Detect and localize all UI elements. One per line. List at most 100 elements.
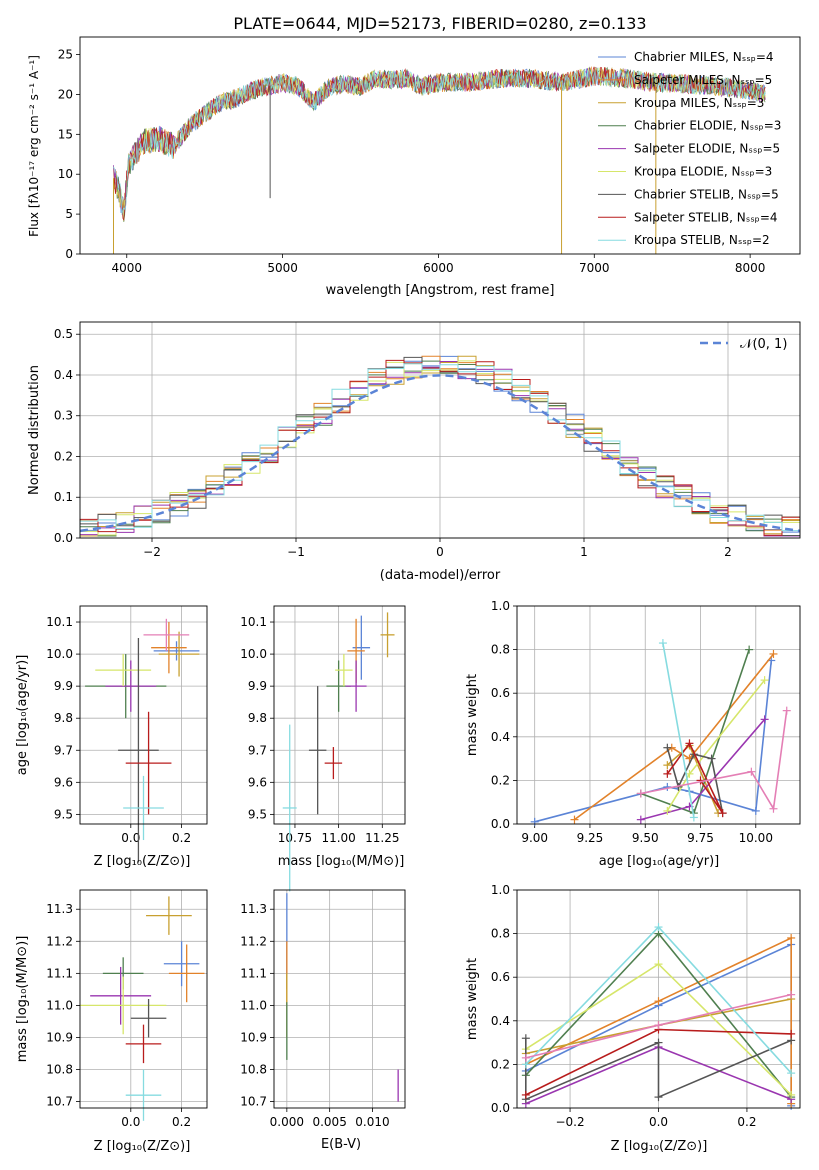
legend-label: Kroupa STELIB, Nₛₛₚ=2 xyxy=(634,233,770,247)
axes-frame xyxy=(273,889,406,1109)
x-tick-label: 0.2 xyxy=(172,831,191,845)
y-tick-label: 0.0 xyxy=(491,1101,510,1115)
x-tick-label: 7000 xyxy=(579,261,610,275)
y-tick-label: 10.9 xyxy=(240,1030,267,1044)
x-tick-label: 10.75 xyxy=(278,831,312,845)
y-tick-label: 0.8 xyxy=(491,643,510,657)
x-tick-label: 2 xyxy=(724,545,732,559)
y-tick-label: 10.1 xyxy=(240,615,267,629)
x-tick-label: 10.00 xyxy=(739,831,773,845)
y-tick-label: 11.2 xyxy=(46,934,73,948)
residuals-xlabel: (data-model)/error xyxy=(380,568,501,583)
age-vs-z-xlabel: Z [log₁₀(Z/Z⊙)] xyxy=(94,854,191,869)
y-tick-label: 0.8 xyxy=(491,927,510,941)
y-tick-label: 0.2 xyxy=(491,773,510,787)
age-vs-z-panel: 0.0 0.2 9.5 9.6 9.7 9.8 9.9 10.0 10.1 Z [log₁₀(Z… xyxy=(15,605,208,869)
y-tick-label: 1.0 xyxy=(491,883,510,897)
x-tick-label: −1 xyxy=(287,545,305,559)
legend-label: Kroupa ELODIE, Nₛₛₚ=3 xyxy=(634,165,772,179)
y-tick-label: 0.4 xyxy=(491,730,510,744)
y-tick-label: 9.7 xyxy=(248,743,267,757)
y-tick-label: 9.5 xyxy=(54,807,73,821)
residuals-ylabel: Normed distribution xyxy=(27,365,42,495)
y-tick-label: 9.5 xyxy=(248,807,267,821)
axes-frame xyxy=(79,321,801,539)
mass-weight-line xyxy=(525,936,792,1104)
x-tick-label: 0.2 xyxy=(737,1115,756,1129)
mass-weight-vs-z-panel: −0.2 0.0 0.2 0.0 0.2 0.4 0.6 0.8 1.0 Z [log₁₀(Z/… xyxy=(465,883,801,1154)
legend-label: Chabrier STELIB, Nₛₛₚ=5 xyxy=(634,187,779,201)
y-tick-label: 0.0 xyxy=(491,817,510,831)
axes-frame xyxy=(516,605,801,825)
legend-label: Salpeter ELODIE, Nₛₛₚ=5 xyxy=(634,142,780,156)
y-tick-label: 9.8 xyxy=(248,711,267,725)
histogram-step xyxy=(79,361,800,538)
mass-weight-vs-age-panel: 9.00 9.25 9.50 9.75 10.000.00.20.40.60.81.0 … xyxy=(465,599,801,869)
y-tick-label: 10.7 xyxy=(46,1095,73,1109)
normal-curve xyxy=(79,374,801,533)
x-tick-label: 0.000 xyxy=(270,1115,304,1129)
spectrum-xlabel: wavelength [Angstrom, rest frame] xyxy=(326,283,555,298)
y-tick-label: 9.6 xyxy=(248,775,267,789)
y-tick-label: 0.2 xyxy=(491,1057,510,1071)
age-vs-mass-xlabel: mass [log₁₀(M/M⊙)] xyxy=(278,854,405,869)
legend-label: Kroupa MILES, Nₛₛₚ=3 xyxy=(634,96,764,110)
x-tick-label: 5000 xyxy=(267,261,298,275)
mass-vs-z-xlabel: Z [log₁₀(Z/Z⊙)] xyxy=(94,1139,191,1154)
y-tick-label: 0.5 xyxy=(54,327,73,341)
x-tick-label: 8000 xyxy=(735,261,766,275)
x-tick-label: −0.2 xyxy=(555,1115,584,1129)
y-tick-label: 10.7 xyxy=(240,1095,267,1109)
y-tick-label: 0.6 xyxy=(491,686,510,700)
legend-label: Chabrier MILES, Nₛₛₚ=4 xyxy=(634,50,774,64)
y-tick-label: 5 xyxy=(65,207,73,221)
x-tick-label: −2 xyxy=(143,545,161,559)
residuals-panel: −2 −1 0 1 2 0.0 0.1 0.2 0.3 0.4 0.5 (data-model)/e… xyxy=(27,321,801,583)
y-tick-label: 9.8 xyxy=(54,711,73,725)
x-tick-label: 11.25 xyxy=(365,831,399,845)
y-tick-label: 11.0 xyxy=(46,998,73,1012)
mass-weight-vs-z-ylabel: mass weight xyxy=(465,958,480,1040)
x-tick-label: 1 xyxy=(580,545,588,559)
axes-frame xyxy=(79,36,801,255)
histogram-step xyxy=(79,363,800,538)
y-tick-label: 10.8 xyxy=(46,1063,73,1077)
x-tick-label: 6000 xyxy=(423,261,454,275)
y-tick-label: 11.1 xyxy=(240,966,267,980)
y-tick-label: 9.6 xyxy=(54,775,73,789)
x-tick-label: 4000 xyxy=(111,261,142,275)
y-tick-label: 0.2 xyxy=(54,449,73,463)
y-tick-label: 15 xyxy=(58,127,73,141)
spectrum-title: PLATE=0644, MJD=52173, FIBERID=0280, z=0… xyxy=(233,14,646,33)
y-tick-label: 0 xyxy=(65,247,73,261)
axes-frame xyxy=(516,889,801,1109)
y-tick-label: 20 xyxy=(58,87,73,101)
x-tick-label: 0.2 xyxy=(172,1115,191,1129)
y-tick-label: 10 xyxy=(58,167,73,181)
y-tick-label: 0.3 xyxy=(54,409,73,423)
y-tick-label: 9.9 xyxy=(248,679,267,693)
y-tick-label: 0.1 xyxy=(54,490,73,504)
y-tick-label: 11.0 xyxy=(240,998,267,1012)
y-tick-label: 10.1 xyxy=(46,615,73,629)
x-tick-label: 0 xyxy=(436,545,444,559)
y-tick-label: 10.0 xyxy=(46,647,73,661)
y-tick-label: 11.1 xyxy=(46,966,73,980)
x-tick-label: 9.00 xyxy=(521,831,548,845)
x-tick-label: 0.0 xyxy=(649,1115,668,1129)
x-tick-label: 0.0 xyxy=(121,831,140,845)
y-tick-label: 11.3 xyxy=(240,902,267,916)
spectrum-line xyxy=(113,67,766,215)
residuals-legend-label: 𝒩(0, 1) xyxy=(740,337,787,352)
y-tick-label: 9.9 xyxy=(54,679,73,693)
y-tick-label: 10.8 xyxy=(240,1063,267,1077)
x-tick-label: 0.0 xyxy=(121,1115,140,1129)
x-tick-label: 9.50 xyxy=(632,831,659,845)
mass-weight-line xyxy=(666,741,724,814)
axes-frame xyxy=(79,605,208,825)
legend-label: Chabrier ELODIE, Nₛₛₚ=3 xyxy=(634,119,781,133)
x-tick-label: 0.005 xyxy=(312,1115,346,1129)
mass-weight-vs-age-ylabel: mass weight xyxy=(465,674,480,756)
y-tick-label: 9.7 xyxy=(54,743,73,757)
axes-frame xyxy=(79,889,208,1109)
